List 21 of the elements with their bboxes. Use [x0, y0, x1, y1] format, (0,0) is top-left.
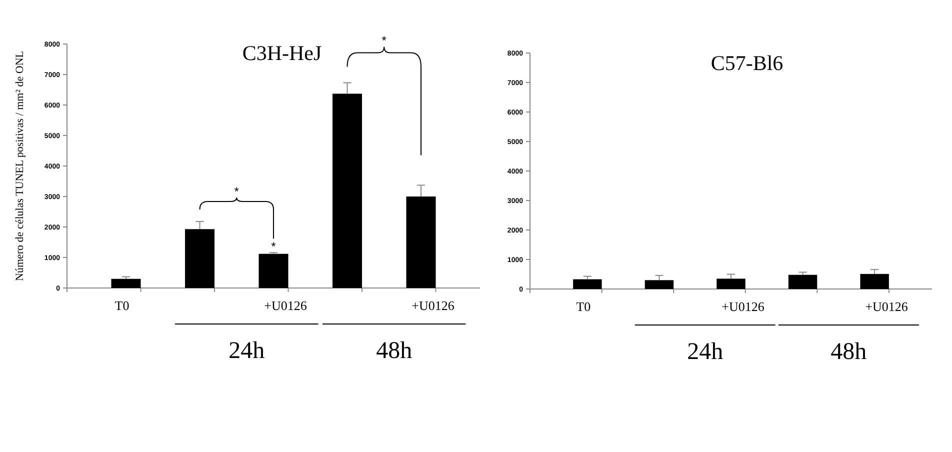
x-tick-label: +U0126: [865, 299, 908, 314]
bar: [185, 229, 214, 288]
text: 24h: [687, 339, 724, 365]
x-tick-label: +U0126: [722, 299, 765, 314]
bar: [332, 94, 362, 288]
bar: [258, 254, 288, 288]
y-axis-title: Número de células TUNEL positivas / mm² de ONL: [14, 50, 26, 281]
text: 48h: [376, 338, 412, 364]
bar: [111, 278, 141, 288]
chart-title: C57-Bl6: [710, 51, 784, 75]
x-tick-label: +U0126: [264, 298, 308, 313]
bar: [406, 196, 436, 288]
text: 48h: [830, 339, 867, 365]
annotation: *: [382, 34, 387, 48]
chart-title: C3H-HeJ: [242, 41, 322, 65]
x-tick-label: T0: [576, 299, 591, 314]
annotation: *: [271, 240, 276, 254]
x-tick-label: +U0126: [412, 298, 455, 313]
annotation: *: [234, 184, 240, 199]
x-tick-label: T0: [114, 298, 130, 313]
text: 24h: [228, 338, 265, 364]
